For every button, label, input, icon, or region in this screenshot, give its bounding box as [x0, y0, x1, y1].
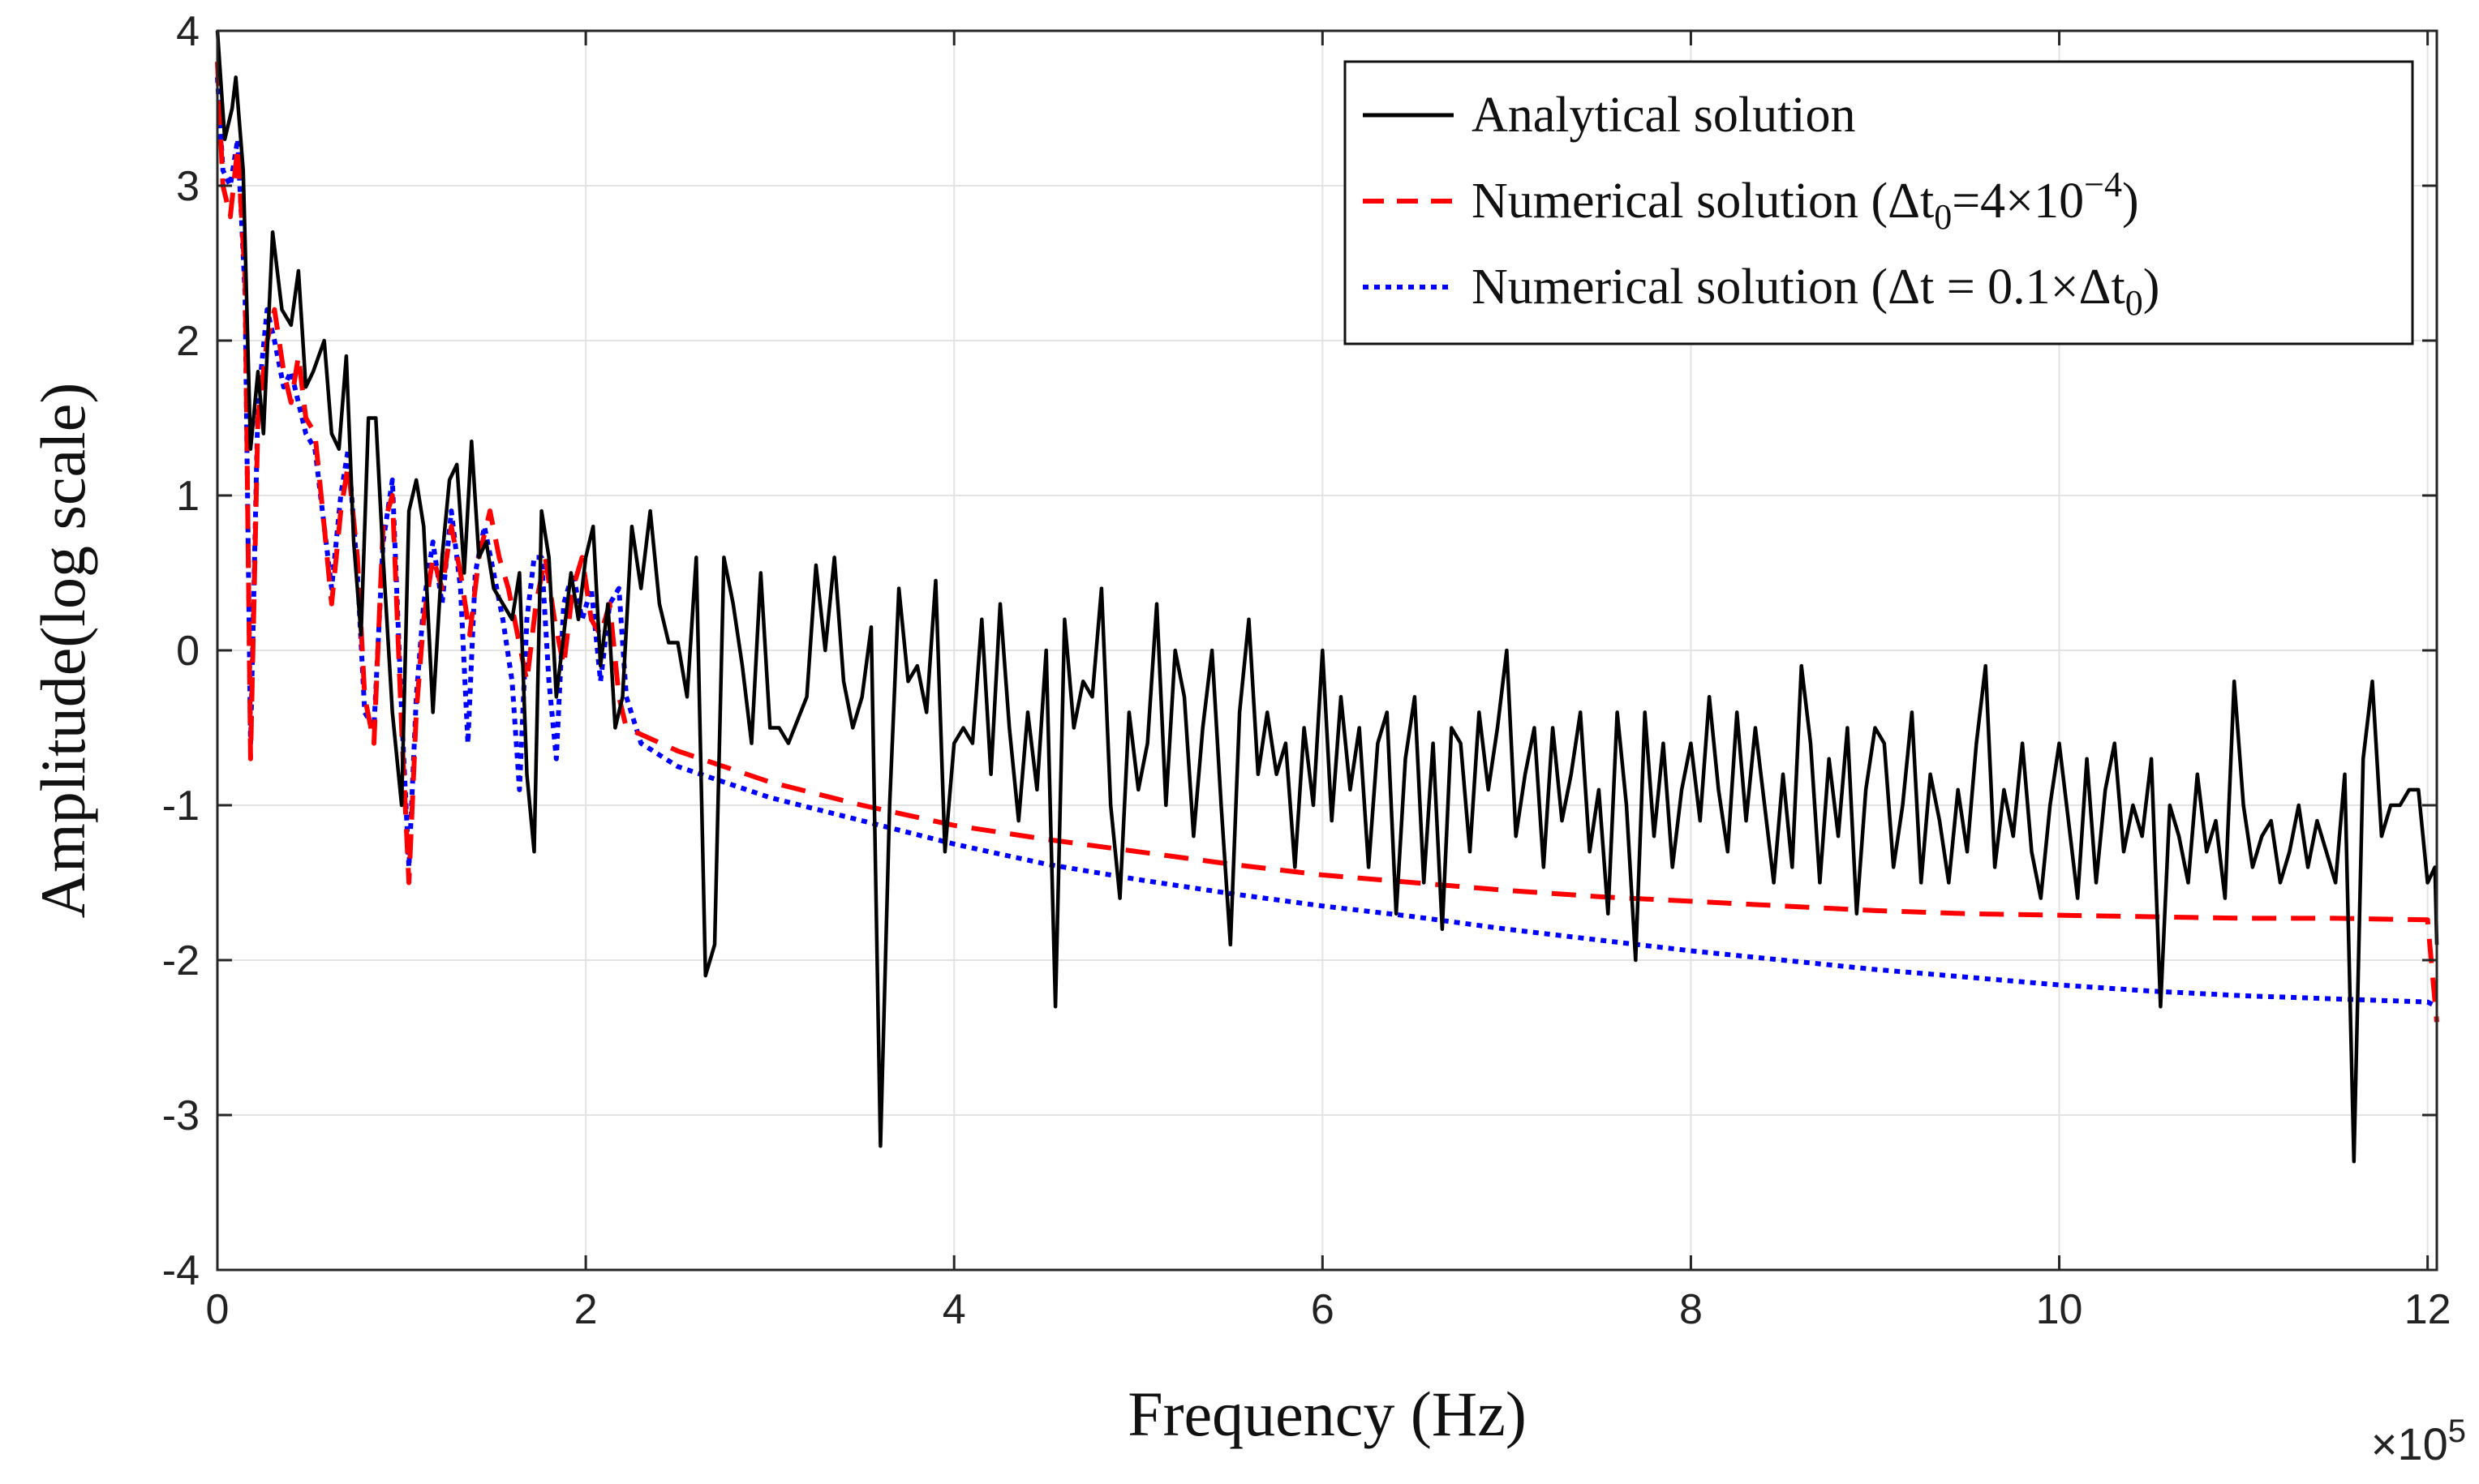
- y-tick-label: -1: [162, 783, 200, 830]
- series-line-numerical-dt-fine: [215, 77, 2438, 1009]
- legend-label-numerical-dt-fine: Numerical solution (Δt = 0.1×Δt0): [1472, 259, 2159, 323]
- legend-label-analytical: Analytical solution: [1472, 88, 1856, 143]
- y-tick-label: 4: [176, 8, 200, 55]
- x-axis-title: Frequency (Hz): [1128, 1379, 1527, 1449]
- y-tick-label: -4: [162, 1247, 200, 1294]
- x-tick-label: 6: [1311, 1286, 1334, 1333]
- series-line-analytical: [215, 30, 2439, 1164]
- x-tick-label: 2: [574, 1286, 598, 1333]
- x-tick-label: 4: [943, 1286, 966, 1333]
- x-tick-label: 8: [1679, 1286, 1703, 1333]
- series-lines: [215, 30, 2439, 1164]
- legend-label-numerical-dt0: Numerical solution (Δt0=4×10−4): [1472, 165, 2139, 237]
- x-tick-label: 10: [2036, 1286, 2083, 1333]
- y-tick-label: -3: [162, 1092, 200, 1139]
- y-tick-label: 3: [176, 163, 200, 210]
- y-tick-label: -2: [162, 937, 200, 984]
- y-tick-label: 0: [176, 628, 200, 675]
- y-axis-title: Amplitude(log scale): [28, 383, 98, 919]
- legend: Analytical solution Numerical solution (Δ…: [1343, 60, 2414, 345]
- x-tick-label: 0: [206, 1286, 230, 1333]
- x-tick-label: 12: [2404, 1286, 2451, 1333]
- x-axis-multiplier: ×105: [2371, 1413, 2466, 1469]
- series-line-numerical-dt0: [215, 62, 2439, 1023]
- y-tick-label: 1: [176, 473, 200, 520]
- y-tick-label: 2: [176, 318, 200, 365]
- legend-box: [1343, 60, 2414, 345]
